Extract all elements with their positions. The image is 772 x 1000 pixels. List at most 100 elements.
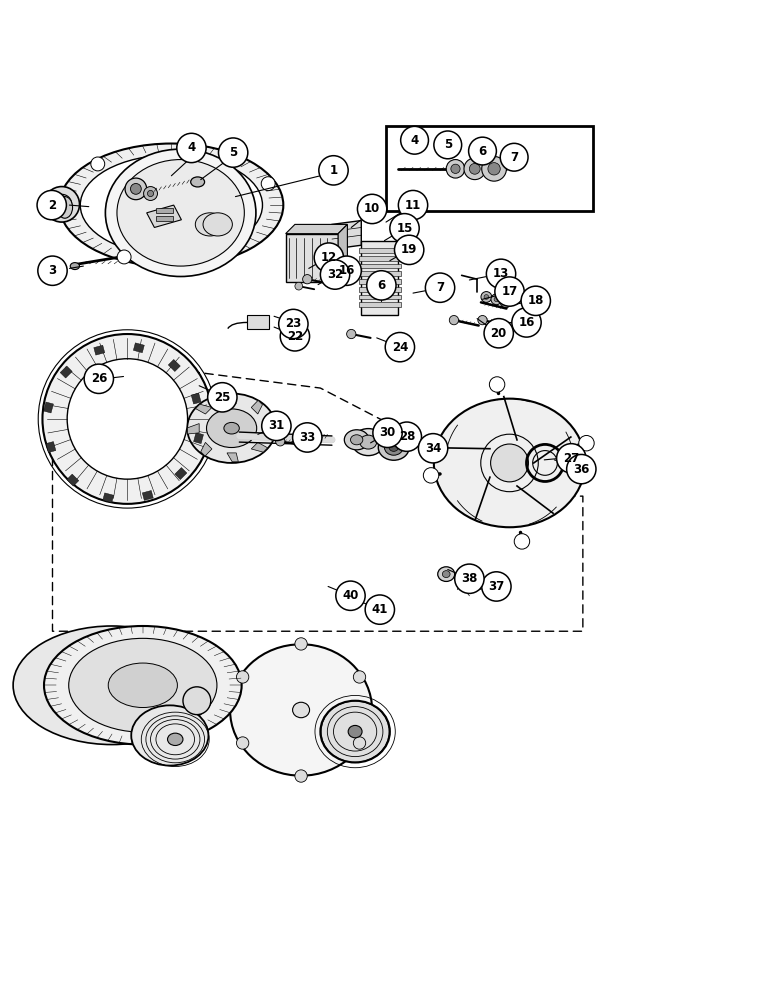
Ellipse shape [203, 213, 232, 236]
Text: 13: 13 [493, 267, 510, 280]
Text: 31: 31 [268, 419, 285, 432]
Text: 41: 41 [371, 603, 388, 616]
Circle shape [521, 286, 550, 315]
Ellipse shape [350, 435, 363, 445]
Circle shape [434, 131, 462, 159]
Text: 1: 1 [330, 164, 337, 177]
Bar [142, 490, 154, 500]
Text: 28: 28 [398, 430, 415, 443]
Circle shape [567, 454, 596, 484]
Circle shape [42, 334, 212, 504]
Circle shape [451, 164, 460, 173]
Ellipse shape [352, 429, 384, 456]
Bar [43, 402, 53, 413]
Circle shape [295, 770, 307, 782]
Circle shape [177, 133, 206, 163]
Bar [46, 442, 56, 453]
Bar [359, 295, 401, 299]
Text: 5: 5 [229, 146, 237, 159]
Circle shape [91, 157, 105, 171]
Circle shape [495, 277, 524, 306]
Circle shape [84, 364, 113, 393]
Text: 19: 19 [401, 243, 418, 256]
Text: 20: 20 [490, 327, 507, 340]
Bar [361, 241, 398, 315]
Circle shape [117, 250, 131, 264]
Bar [359, 248, 401, 253]
Text: 18: 18 [527, 294, 544, 307]
Circle shape [446, 160, 465, 178]
Bar [174, 468, 187, 480]
Ellipse shape [131, 705, 208, 766]
Ellipse shape [442, 571, 450, 578]
Circle shape [514, 534, 530, 549]
Circle shape [491, 294, 502, 305]
Circle shape [557, 444, 586, 473]
Ellipse shape [384, 440, 403, 455]
Circle shape [455, 564, 484, 593]
Circle shape [125, 178, 147, 200]
Circle shape [354, 671, 366, 683]
Polygon shape [188, 424, 199, 434]
Circle shape [503, 300, 508, 305]
Bar [60, 366, 73, 378]
Text: 38: 38 [461, 572, 478, 585]
Ellipse shape [187, 393, 276, 463]
Ellipse shape [191, 177, 205, 187]
Circle shape [392, 422, 422, 451]
Circle shape [418, 434, 448, 463]
Bar [286, 234, 338, 282]
Ellipse shape [438, 567, 455, 581]
Circle shape [183, 687, 211, 715]
Circle shape [482, 156, 506, 181]
Text: 40: 40 [342, 589, 359, 602]
Circle shape [478, 315, 487, 325]
Ellipse shape [69, 638, 217, 732]
Text: 26: 26 [90, 372, 107, 385]
Circle shape [295, 282, 303, 290]
Circle shape [320, 260, 350, 289]
Bar [359, 256, 401, 261]
Circle shape [357, 194, 387, 224]
Text: 36: 36 [573, 463, 590, 476]
Circle shape [491, 444, 528, 482]
Ellipse shape [70, 263, 80, 270]
Bar [247, 315, 269, 329]
Circle shape [484, 319, 513, 348]
Circle shape [262, 411, 291, 441]
Circle shape [373, 418, 402, 448]
Circle shape [314, 243, 344, 272]
Text: 11: 11 [405, 199, 422, 212]
Text: 27: 27 [563, 452, 580, 465]
Text: 34: 34 [425, 442, 442, 455]
Text: 16: 16 [518, 316, 535, 329]
Circle shape [500, 143, 528, 171]
Ellipse shape [13, 626, 211, 745]
Ellipse shape [59, 144, 283, 267]
Text: 6: 6 [378, 279, 385, 292]
Text: 2: 2 [48, 199, 56, 212]
Circle shape [494, 297, 499, 302]
Text: 37: 37 [488, 580, 505, 593]
Bar [66, 474, 79, 486]
Bar [359, 302, 401, 307]
Circle shape [401, 126, 428, 154]
Circle shape [481, 292, 492, 302]
Circle shape [385, 332, 415, 362]
Ellipse shape [105, 149, 256, 277]
Text: 22: 22 [286, 330, 303, 343]
Ellipse shape [224, 422, 239, 434]
Bar [191, 393, 201, 404]
Text: 16: 16 [338, 264, 355, 277]
Ellipse shape [57, 197, 73, 218]
Polygon shape [201, 442, 212, 456]
Ellipse shape [195, 213, 225, 236]
Circle shape [425, 273, 455, 302]
Text: 15: 15 [396, 222, 413, 235]
Text: 7: 7 [436, 281, 444, 294]
Polygon shape [227, 453, 239, 462]
Text: 25: 25 [214, 391, 231, 404]
Ellipse shape [80, 155, 262, 255]
Circle shape [489, 377, 505, 392]
FancyBboxPatch shape [156, 208, 173, 213]
